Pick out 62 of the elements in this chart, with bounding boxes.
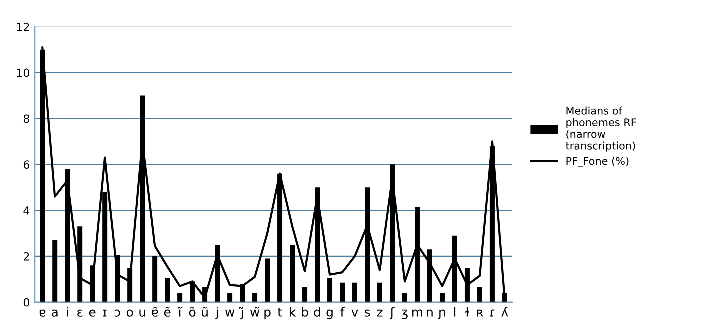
x-tick-label: ɔ — [114, 310, 120, 317]
x-tick-label: w̃ — [250, 307, 260, 317]
x-tick-label: n — [427, 310, 433, 317]
bar — [378, 282, 382, 302]
bar — [340, 282, 346, 302]
x-tick-label: d — [314, 307, 320, 317]
x-tick-label: õ — [189, 307, 196, 317]
x-tick-label: ɲ — [438, 310, 446, 320]
legend-label: PF_Fone (%) — [566, 157, 629, 168]
y-tick-label: 0 — [24, 298, 30, 307]
x-tick-label: u — [140, 310, 146, 317]
x-tick-label: ɐ — [40, 310, 46, 317]
x-tick-label: ɛ — [78, 310, 83, 317]
x-tick-label: t — [278, 308, 282, 317]
x-tick-label: ɐ̃ — [152, 307, 158, 317]
x-tick-label: e — [89, 310, 96, 317]
bar — [302, 287, 308, 302]
x-tick-label: j — [216, 307, 218, 320]
x-tick-label: w — [225, 310, 235, 317]
bar — [440, 293, 445, 302]
bar — [178, 293, 183, 302]
x-tick-label: i — [67, 307, 68, 317]
bar — [252, 293, 258, 302]
x-tick-label: j̃ — [239, 307, 244, 320]
y-tick-label: 12 — [17, 22, 30, 32]
x-tick-label: f — [340, 307, 345, 317]
x-tick-label: l — [454, 307, 456, 317]
x-tick-label: ɪ — [103, 310, 107, 317]
x-tick-label: ʎ — [502, 307, 508, 317]
x-tick-label: ʀ — [477, 310, 484, 317]
x-tick-label: g — [326, 310, 333, 320]
bar — [402, 293, 408, 302]
x-tick-label: p — [264, 310, 271, 320]
x-tick-label: ɫ — [465, 307, 470, 317]
x-tick-label: ʃ — [390, 307, 395, 320]
y-tick-label: 4 — [24, 206, 30, 215]
y-tick-label: 6 — [24, 160, 30, 170]
legend-label: Medians of phonemes RF (narrow transcription) — [566, 106, 636, 152]
x-tick-label: ʒ — [402, 310, 408, 320]
bar — [165, 278, 170, 302]
x-tick-label: ũ — [202, 307, 208, 317]
x-tick-label: b — [302, 307, 308, 317]
x-tick-label: ɾ — [490, 310, 495, 317]
x-tick-label: a — [52, 310, 58, 317]
y-tick-label: 2 — [24, 252, 30, 261]
x-tick-label: z — [377, 310, 383, 317]
bar — [152, 256, 158, 302]
bar — [352, 282, 358, 302]
x-tick-label: k — [290, 307, 296, 317]
y-tick-label: 8 — [24, 114, 30, 124]
x-tick-label: m — [412, 310, 423, 317]
x-tick-label: v — [352, 310, 358, 317]
bar — [228, 293, 233, 302]
x-tick-label: ĩ — [178, 307, 182, 317]
bar — [477, 287, 482, 302]
x-tick-label: s — [364, 310, 370, 317]
x-tick-label: ẽ — [164, 307, 171, 317]
bar — [265, 258, 270, 302]
bar — [328, 278, 333, 302]
x-tick-label: o — [126, 310, 134, 317]
bar — [52, 240, 58, 302]
y-tick-label: 10 — [17, 68, 30, 78]
